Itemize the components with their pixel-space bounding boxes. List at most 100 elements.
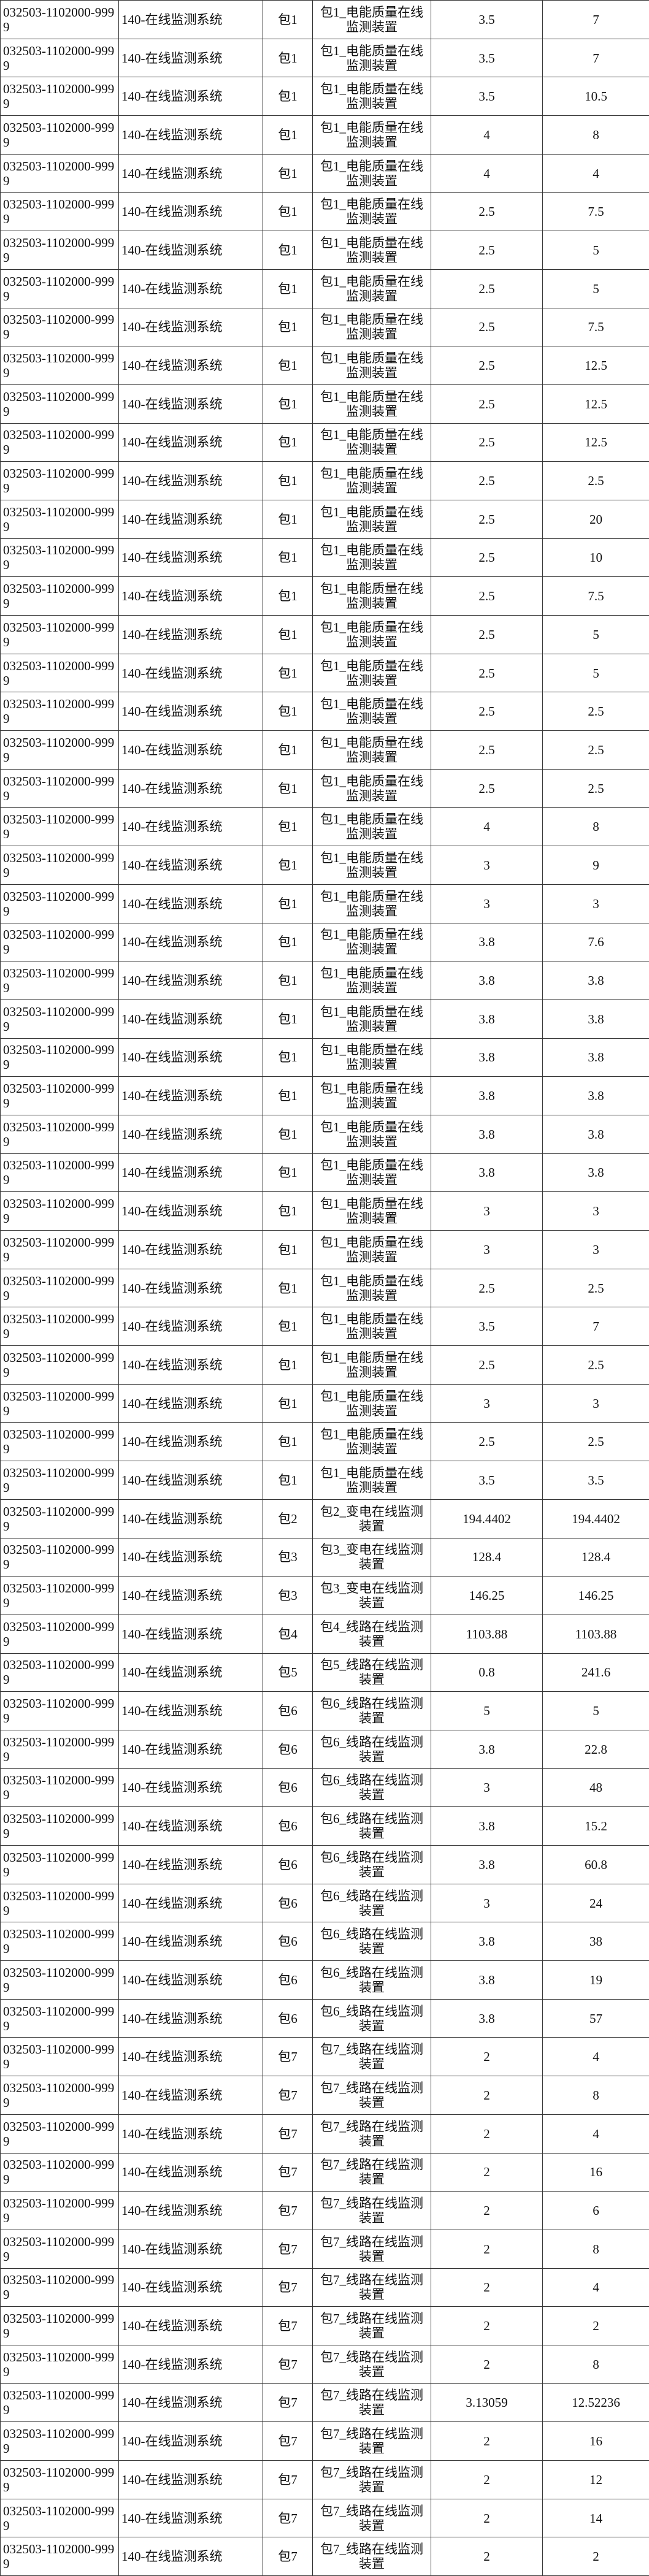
item-code: 032503-1102000-9999 xyxy=(0,961,119,1000)
total-price: 57 xyxy=(542,1998,649,2038)
total-price: 2.5 xyxy=(542,768,649,808)
table-row: 032503-1102000-9999 140-在线监测系统 包1 包1_电能质量在线… xyxy=(0,1461,649,1500)
system-name: 140-在线监测系统 xyxy=(118,269,263,308)
table-row: 032503-1102000-9999 140-在线监测系统 包7 包7_线路在线监测… xyxy=(0,2537,649,2576)
table-row: 032503-1102000-9999 140-在线监测系统 包7 包7_线路在线监测… xyxy=(0,2383,649,2423)
table-row: 032503-1102000-9999 140-在线监测系统 包7 包7_线路在线监测… xyxy=(0,2421,649,2461)
item-code: 032503-1102000-9999 xyxy=(0,1114,119,1154)
package: 包6 xyxy=(263,1806,313,1846)
system-name: 140-在线监测系统 xyxy=(118,1422,263,1462)
table-row: 032503-1102000-9999 140-在线监测系统 包7 包7_线路在线监测… xyxy=(0,2460,649,2499)
device-name: 包3_变电在线监测装置 xyxy=(312,1576,431,1615)
system-name: 140-在线监测系统 xyxy=(118,1614,263,1654)
total-price: 5 xyxy=(542,615,649,654)
device-name: 包6_线路在线监测装置 xyxy=(312,1691,431,1730)
device-name: 包7_线路在线监测装置 xyxy=(312,2152,431,2192)
system-name: 140-在线监测系统 xyxy=(118,461,263,500)
package: 包3 xyxy=(263,1576,313,1615)
table-row: 032503-1102000-9999 140-在线监测系统 包1 包1_电能质量在线… xyxy=(0,922,649,962)
package: 包6 xyxy=(263,1729,313,1769)
unit-price: 3.5 xyxy=(431,0,543,39)
total-price: 7 xyxy=(542,38,649,78)
total-price: 8 xyxy=(542,807,649,847)
package: 包1 xyxy=(263,653,313,693)
unit-price: 3 xyxy=(431,846,543,885)
total-price: 4 xyxy=(542,2268,649,2307)
table-row: 032503-1102000-9999 140-在线监测系统 包7 包7_线路在线监测… xyxy=(0,2229,649,2269)
device-name: 包7_线路在线监测装置 xyxy=(312,2191,431,2230)
table-row: 032503-1102000-9999 140-在线监测系统 包7 包7_线路在线监测… xyxy=(0,2344,649,2384)
unit-price: 3.8 xyxy=(431,1922,543,1962)
table-row: 032503-1102000-9999 140-在线监测系统 包1 包1_电能质量在线… xyxy=(0,615,649,654)
table-row: 032503-1102000-9999 140-在线监测系统 包1 包1_电能质量在线… xyxy=(0,1153,649,1193)
item-code: 032503-1102000-9999 xyxy=(0,2306,119,2345)
device-name: 包1_电能质量在线监测装置 xyxy=(312,730,431,770)
table-row: 032503-1102000-9999 140-在线监测系统 包1 包1_电能质量在线… xyxy=(0,384,649,424)
item-code: 032503-1102000-9999 xyxy=(0,1422,119,1462)
table-row: 032503-1102000-9999 140-在线监测系统 包1 包1_电能质量在线… xyxy=(0,77,649,117)
unit-price: 3 xyxy=(431,884,543,923)
table-row: 032503-1102000-9999 140-在线监测系统 包7 包7_线路在线监测… xyxy=(0,2152,649,2192)
item-code: 032503-1102000-9999 xyxy=(0,1614,119,1654)
table-row: 032503-1102000-9999 140-在线监测系统 包1 包1_电能质量在线… xyxy=(0,1038,649,1077)
system-name: 140-在线监测系统 xyxy=(118,2383,263,2423)
item-code: 032503-1102000-9999 xyxy=(0,77,119,117)
item-code: 032503-1102000-9999 xyxy=(0,1653,119,1692)
table-row: 032503-1102000-9999 140-在线监测系统 包1 包1_电能质量在线… xyxy=(0,422,649,462)
table-row: 032503-1102000-9999 140-在线监测系统 包7 包7_线路在线监测… xyxy=(0,2268,649,2307)
package: 包7 xyxy=(263,2537,313,2576)
system-name: 140-在线监测系统 xyxy=(118,730,263,770)
system-name: 140-在线监测系统 xyxy=(118,346,263,385)
system-name: 140-在线监测系统 xyxy=(118,2421,263,2461)
total-price: 3.5 xyxy=(542,1461,649,1500)
package: 包1 xyxy=(263,1076,313,1115)
table-row: 032503-1102000-9999 140-在线监测系统 包1 包1_电能质量在线… xyxy=(0,1114,649,1154)
item-code: 032503-1102000-9999 xyxy=(0,0,119,39)
item-code: 032503-1102000-9999 xyxy=(0,1922,119,1962)
item-code: 032503-1102000-9999 xyxy=(0,2152,119,2192)
table-row: 032503-1102000-9999 140-在线监测系统 包6 包6_线路在线监测… xyxy=(0,1845,649,1884)
system-name: 140-在线监测系统 xyxy=(118,1230,263,1269)
device-name: 包1_电能质量在线监测装置 xyxy=(312,0,431,39)
system-name: 140-在线监测系统 xyxy=(118,1729,263,1769)
total-price: 12 xyxy=(542,2460,649,2499)
unit-price: 3.13059 xyxy=(431,2383,543,2423)
package: 包1 xyxy=(263,38,313,78)
table-row: 032503-1102000-9999 140-在线监测系统 包2 包2_变电在线监测… xyxy=(0,1499,649,1538)
table-row: 032503-1102000-9999 140-在线监测系统 包1 包1_电能质量在线… xyxy=(0,1230,649,1269)
system-name: 140-在线监测系统 xyxy=(118,2306,263,2345)
total-price: 2.5 xyxy=(542,730,649,770)
table-row: 032503-1102000-9999 140-在线监测系统 包5 包5_线路在线监测… xyxy=(0,1653,649,1692)
device-name: 包1_电能质量在线监测装置 xyxy=(312,768,431,808)
system-name: 140-在线监测系统 xyxy=(118,692,263,732)
item-code: 032503-1102000-9999 xyxy=(0,922,119,962)
device-name: 包7_线路在线监测装置 xyxy=(312,2537,431,2576)
system-name: 140-在线监测系统 xyxy=(118,1806,263,1846)
system-name: 140-在线监测系统 xyxy=(118,1153,263,1193)
system-name: 140-在线监测系统 xyxy=(118,922,263,962)
package: 包1 xyxy=(263,499,313,539)
device-name: 包6_线路在线监测装置 xyxy=(312,1922,431,1962)
device-name: 包7_线路在线监测装置 xyxy=(312,2076,431,2115)
package: 包7 xyxy=(263,2191,313,2230)
unit-price: 3.5 xyxy=(431,77,543,117)
package: 包6 xyxy=(263,1845,313,1884)
system-name: 140-在线监测系统 xyxy=(118,653,263,693)
device-name: 包5_线路在线监测装置 xyxy=(312,1653,431,1692)
system-name: 140-在线监测系统 xyxy=(118,192,263,232)
unit-price: 2.5 xyxy=(431,692,543,732)
device-name: 包1_电能质量在线监测装置 xyxy=(312,884,431,923)
item-code: 032503-1102000-9999 xyxy=(0,1383,119,1423)
unit-price: 2 xyxy=(431,2076,543,2115)
unit-price: 2 xyxy=(431,2152,543,2192)
device-name: 包1_电能质量在线监测装置 xyxy=(312,846,431,885)
system-name: 140-在线监测系统 xyxy=(118,1307,263,1347)
system-name: 140-在线监测系统 xyxy=(118,1076,263,1115)
unit-price: 2.5 xyxy=(431,346,543,385)
device-name: 包1_电能质量在线监测装置 xyxy=(312,269,431,308)
total-price: 5 xyxy=(542,269,649,308)
table-row: 032503-1102000-9999 140-在线监测系统 包1 包1_电能质量在线… xyxy=(0,0,649,39)
item-code: 032503-1102000-9999 xyxy=(0,2191,119,2230)
device-name: 包1_电能质量在线监测装置 xyxy=(312,422,431,462)
system-name: 140-在线监测系统 xyxy=(118,422,263,462)
